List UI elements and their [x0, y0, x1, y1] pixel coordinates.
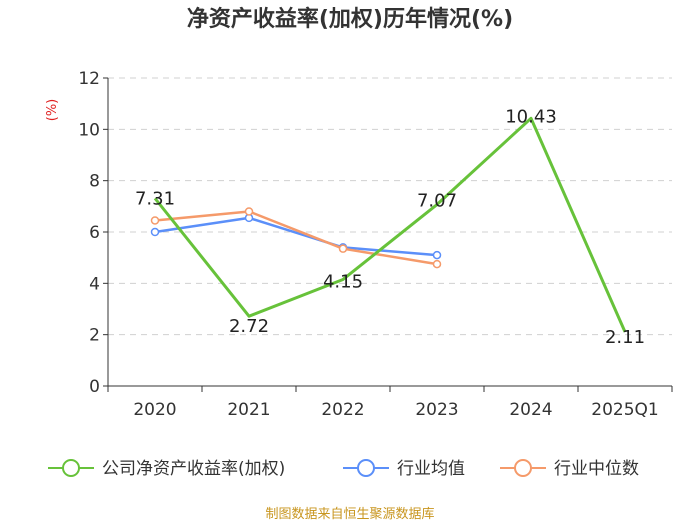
- legend-item-0[interactable]: 公司净资产收益率(加权): [48, 459, 285, 479]
- y-tick-label: 10: [78, 120, 100, 140]
- series-line-1: [154, 216, 438, 257]
- x-tick-label: 2023: [415, 400, 458, 420]
- y-tick-label: 6: [89, 223, 100, 243]
- legend[interactable]: 公司净资产收益率(加权) 行业均值 行业中位数: [48, 459, 639, 479]
- y-tick-label: 12: [78, 69, 100, 89]
- x-tick-label: 2024: [509, 400, 552, 420]
- grid: [108, 77, 672, 336]
- legend-item-2[interactable]: 行业中位数: [500, 459, 639, 479]
- data-label: 7.07: [417, 191, 457, 212]
- source-note: 制图数据来自恒生聚源数据库: [265, 506, 434, 522]
- data-label: 2.11: [605, 327, 645, 348]
- y-tick-label: 8: [89, 172, 100, 192]
- y-tick-label: 4: [89, 274, 100, 294]
- series-point-2: [244, 207, 254, 216]
- x-tick-label: 2020: [133, 400, 176, 420]
- data-labels: 7.31 2.72 4.15 7.07 10.43 2.11: [135, 106, 645, 348]
- chart-title: 净资产收益率(加权)历年情况(%): [187, 6, 513, 32]
- legend-label: 行业中位数: [554, 459, 639, 479]
- legend-marker: [514, 459, 532, 477]
- axes: 0 2 4 6 8 10 12 2020 2021 2022 2023 2024 2025Q1: [78, 69, 673, 420]
- data-label: 7.31: [135, 188, 175, 209]
- series-line-0: [153, 116, 627, 333]
- series-point-2: [338, 244, 348, 253]
- series-point-2: [150, 216, 160, 225]
- x-tick-label: 2021: [227, 400, 270, 420]
- series-point-2: [432, 259, 442, 269]
- y-unit-label: (%): [45, 99, 60, 122]
- series-point-1: [150, 227, 160, 237]
- series-point-1: [432, 250, 442, 260]
- data-label: 10.43: [505, 106, 557, 127]
- y-tick-label: 2: [89, 326, 100, 346]
- x-tick-label: 2022: [321, 400, 364, 420]
- series-group: [150, 116, 627, 333]
- data-label: 4.15: [323, 271, 363, 292]
- legend-label: 公司净资产收益率(加权): [102, 459, 285, 479]
- legend-label: 行业均值: [397, 459, 465, 479]
- x-tick-label: 2025Q1: [591, 400, 658, 420]
- legend-item-1[interactable]: 行业均值: [343, 459, 465, 479]
- y-tick-label: 0: [89, 377, 100, 397]
- data-label: 2.72: [229, 316, 269, 337]
- legend-marker: [357, 459, 375, 477]
- legend-marker: [62, 459, 80, 477]
- series-line-2: [154, 210, 438, 266]
